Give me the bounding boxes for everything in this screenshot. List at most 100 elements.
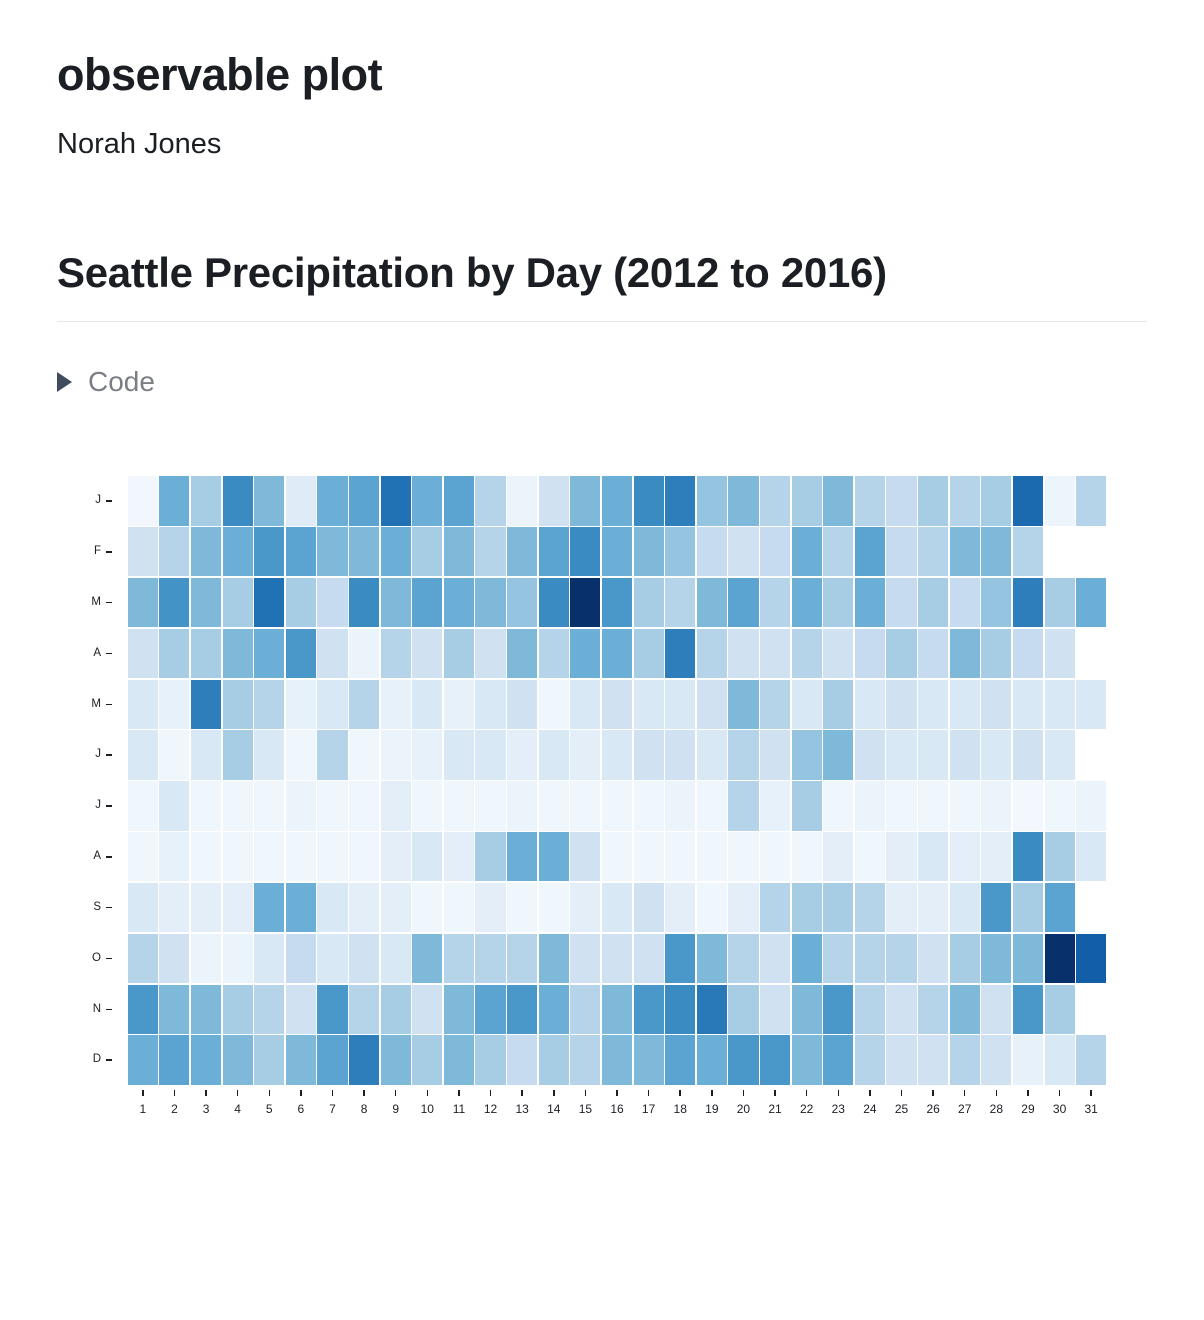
heatmap-cell: [1044, 730, 1075, 780]
heatmap-cell: [349, 882, 380, 933]
heatmap-cell: [285, 730, 316, 780]
plot-area: [127, 476, 1107, 1086]
heatmap-cell: [570, 730, 601, 780]
heatmap-cell: [601, 577, 633, 628]
heatmap-cell: [443, 476, 474, 526]
y-tick-mark: [106, 551, 112, 553]
heatmap-cell: [190, 679, 222, 729]
heatmap-cell: [222, 679, 253, 729]
heatmap-cell: [886, 679, 917, 729]
heatmap-cell: [949, 933, 980, 984]
heatmap-cell: [570, 1035, 601, 1085]
y-axis-label: J: [95, 494, 101, 507]
heatmap-cell: [190, 527, 222, 577]
x-axis-label: 11: [452, 1101, 466, 1116]
heatmap-cell: [949, 679, 980, 729]
heatmap-cell: [918, 730, 949, 780]
y-tick-mark: [106, 703, 112, 705]
heatmap-cell: [728, 984, 759, 1034]
heatmap-cell: [285, 984, 316, 1034]
heatmap-cell: [760, 832, 791, 882]
heatmap-cell: [475, 1035, 506, 1085]
heatmap-cell: [380, 933, 411, 984]
heatmap-cell: [760, 730, 791, 780]
x-tick-mark: [616, 1089, 618, 1096]
heatmap-cell: [791, 476, 822, 526]
heatmap-cell: [601, 832, 633, 882]
x-axis-label: 25: [894, 1101, 909, 1116]
heatmap-cell: [412, 1035, 443, 1085]
heatmap-cell: [854, 984, 885, 1034]
heatmap-cell: [696, 577, 727, 628]
x-tick-mark: [805, 1089, 808, 1096]
heatmap-cell: [791, 577, 822, 628]
heatmap-cell: [443, 832, 474, 882]
heatmap-cell: [981, 1035, 1012, 1085]
heatmap-cell: [127, 679, 158, 729]
heatmap-cell: [633, 628, 664, 679]
x-tick-mark: [1058, 1089, 1061, 1096]
heatmap-cell: [507, 577, 538, 628]
heatmap-cell: [222, 984, 253, 1034]
y-axis-tick: M: [57, 697, 112, 711]
heatmap-cell: [1044, 882, 1075, 933]
heatmap-cell: [823, 730, 854, 780]
y-axis-tick: O: [57, 951, 112, 965]
x-axis-label: 30: [1052, 1101, 1067, 1116]
heatmap-cell: [412, 628, 443, 679]
heatmap-cell: [538, 476, 569, 526]
heatmap-cell: [981, 476, 1012, 526]
heatmap-cell: [791, 527, 822, 577]
heatmap-cell: [127, 527, 158, 577]
y-tick-mark: [106, 1008, 112, 1010]
code-toggle[interactable]: Code: [57, 366, 155, 398]
heatmap-cell: [127, 781, 158, 831]
heatmap-cell: [285, 882, 316, 933]
heatmap-cell: [854, 781, 885, 831]
heatmap-cell: [443, 984, 474, 1034]
heatmap-cell: [1012, 781, 1044, 831]
x-axis-label: 4: [234, 1101, 241, 1116]
heatmap-cell: [317, 628, 348, 679]
heatmap-cell: [222, 730, 253, 780]
x-axis-label: 1: [139, 1101, 147, 1116]
heatmap-cell: [696, 781, 727, 831]
heatmap-cell: [159, 1035, 190, 1085]
heatmap-cell: [254, 730, 285, 780]
heatmap-cell: [791, 984, 822, 1034]
heatmap-cell: [317, 781, 348, 831]
y-axis-tick: D: [57, 1053, 112, 1067]
heatmap-cell: [1012, 882, 1044, 933]
heatmap-cell: [1044, 984, 1075, 1034]
heatmap-cell: [665, 781, 696, 831]
heatmap-cell: [981, 882, 1012, 933]
heatmap-cell: [317, 577, 348, 628]
heatmap-cell: [475, 679, 506, 729]
heatmap-cell: [981, 679, 1012, 729]
heatmap-cell: [791, 781, 822, 831]
x-axis-label: 14: [547, 1101, 561, 1116]
heatmap-cell: [570, 984, 601, 1034]
heatmap-cell: [949, 1035, 980, 1085]
x-tick-mark: [142, 1089, 144, 1096]
x-axis-label: 20: [736, 1101, 751, 1116]
heatmap-cell: [475, 882, 506, 933]
heatmap-cell: [443, 679, 474, 729]
heatmap-cell: [190, 832, 222, 882]
heatmap-cell: [254, 781, 285, 831]
page-title: observable plot: [57, 49, 383, 100]
heatmap-cell: [412, 933, 443, 984]
heatmap-cell: [1012, 832, 1044, 882]
heatmap-cell: [791, 679, 822, 729]
x-axis-label: 29: [1021, 1101, 1035, 1116]
heatmap-cell: [665, 577, 696, 628]
x-axis-label: 27: [958, 1101, 972, 1116]
heatmap-cell: [760, 882, 791, 933]
heatmap-cell: [633, 781, 664, 831]
y-tick-mark: [106, 805, 112, 807]
heatmap-cell: [1044, 933, 1075, 984]
heatmap-cell: [728, 679, 759, 729]
y-tick-mark: [106, 754, 112, 756]
heatmap-cell: [760, 679, 791, 729]
heatmap-cell: [823, 679, 854, 729]
